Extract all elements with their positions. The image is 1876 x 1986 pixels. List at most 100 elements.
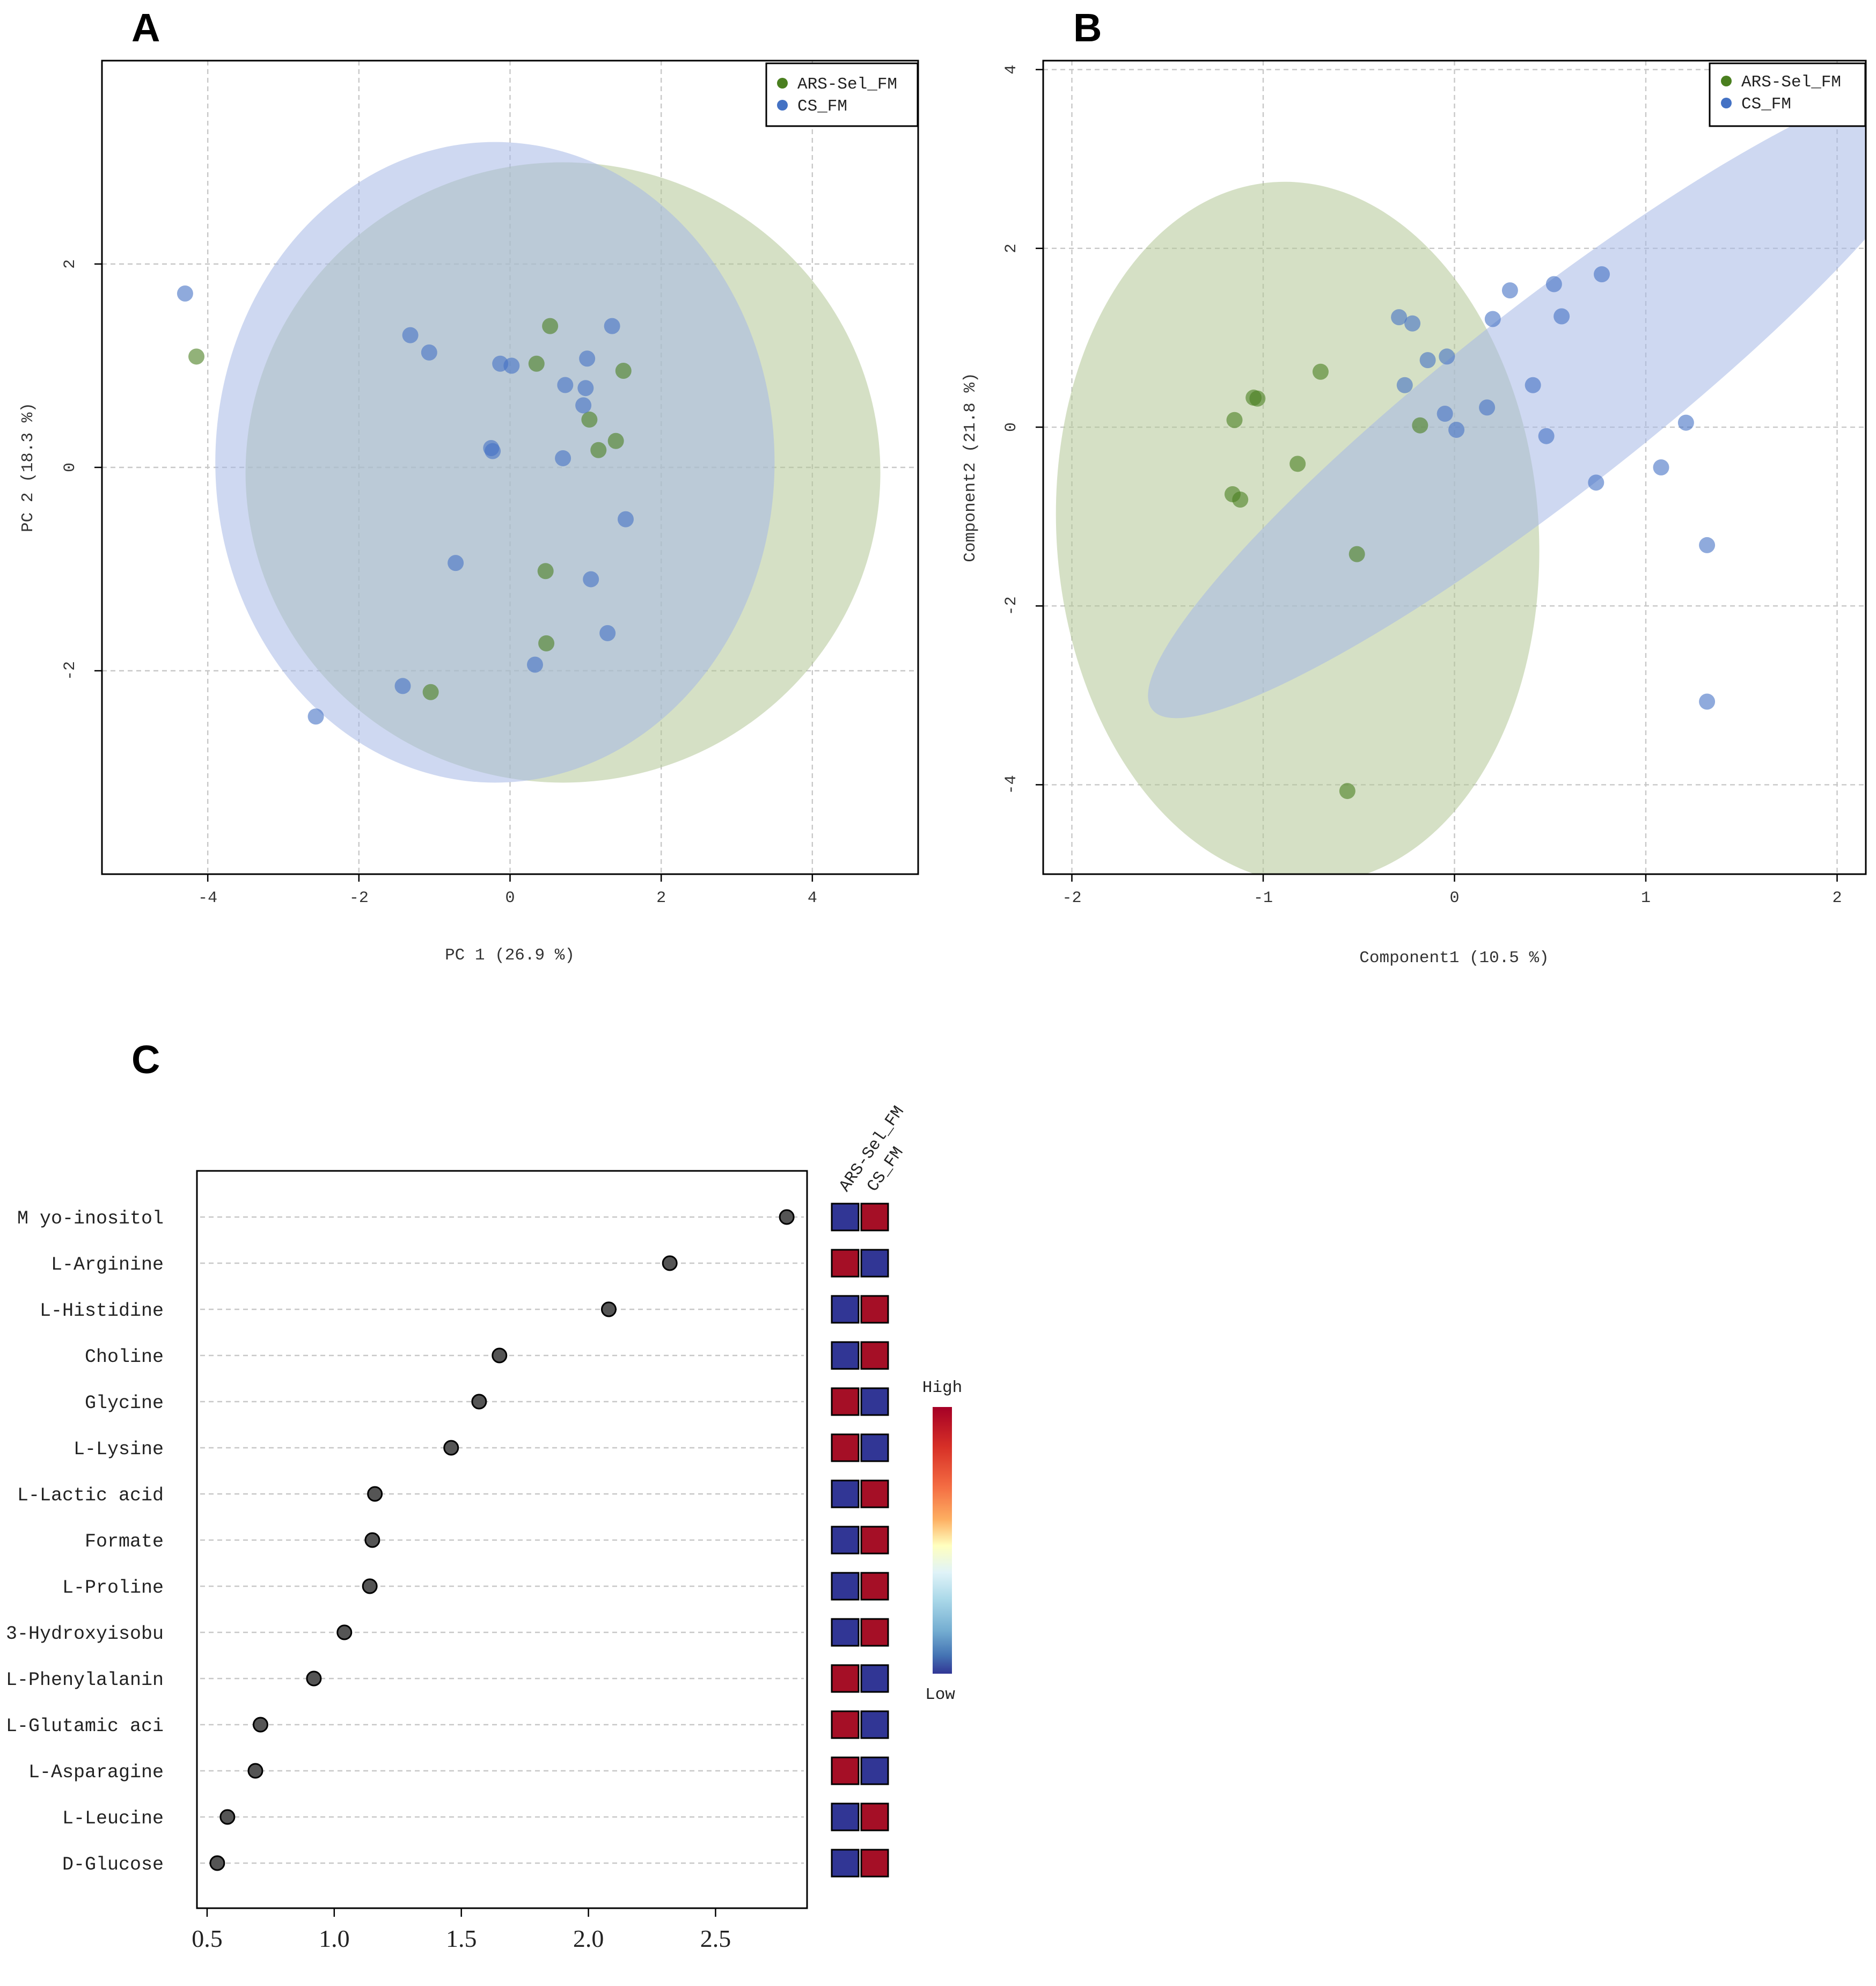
panel-b-point-cs [1553, 308, 1570, 325]
heatmap-cell [831, 1710, 860, 1739]
panel-b-xtick-label: -2 [1062, 889, 1081, 907]
panel-a-point-ars [607, 433, 624, 449]
panel-c: C M yo-inositol L-Arginine L-Histidine Chol… [6, 1037, 962, 1952]
panel-b-ellipse-cs [1148, 79, 1866, 719]
colorbar-gradient [933, 1407, 952, 1674]
dot-marker [306, 1670, 322, 1687]
colorbar: High Low [922, 1379, 962, 1704]
panel-b-xtick-label: 0 [1449, 889, 1459, 907]
dot-marker [662, 1255, 678, 1271]
heatmap-cell [860, 1249, 889, 1278]
panel-b-point-ars [1339, 783, 1355, 800]
heatmap-cell [831, 1618, 860, 1647]
panel-b-point-cs [1699, 693, 1716, 710]
panel-b-point-cs [1396, 377, 1413, 393]
row-label: D-Glucose [62, 1854, 164, 1875]
panel-a-point-cs [577, 380, 594, 397]
panel-a-point-ars [542, 318, 559, 334]
panel-b-point-cs [1594, 266, 1610, 283]
panel-b-xtick-label: -1 [1254, 889, 1273, 907]
panel-a-point-cs [177, 285, 193, 302]
panel-a-ylabel: PC 2 (18.3 %) [19, 402, 38, 532]
dot-marker [492, 1347, 508, 1364]
panel-c-ticks: 0.5 1.0 1.5 2.0 2.5 [192, 1908, 731, 1952]
panel-b-ylabel: Component2 (21.8 %) [961, 372, 980, 562]
panel-a-point-ars [590, 442, 607, 458]
panel-c-xtick-label: 2.5 [700, 1925, 731, 1952]
panel-b-point-cs [1677, 414, 1694, 431]
panel-a-legend: ARS-Sel_FM CS_FM [765, 62, 919, 127]
panel-b-ytick-label: -2 [1002, 596, 1021, 615]
panel-b-points [1224, 266, 1716, 800]
panel-a-point-ars [528, 355, 545, 372]
row-label: L-Leucine [62, 1808, 164, 1829]
heatmap-cell [860, 1849, 889, 1878]
heatmap-cell [831, 1572, 860, 1601]
dot-marker [443, 1440, 459, 1456]
heatmap-cell [831, 1849, 860, 1878]
legend-marker-ars [1721, 76, 1732, 86]
panel-a-point-cs [617, 511, 634, 527]
panel-a-xtick-label: -4 [198, 889, 217, 907]
heatmap-cell [860, 1618, 889, 1647]
panel-a-ellipse-cs [215, 142, 775, 783]
panel-b-point-cs [1448, 422, 1465, 438]
row-label: L-Phenylalanin [6, 1669, 164, 1691]
panel-a-ticks: -4 -2 0 2 4 -2 0 2 [61, 259, 817, 907]
panel-b-point-ars [1349, 546, 1365, 562]
panel-b-point-cs [1437, 406, 1453, 422]
heatmap-cell [831, 1249, 860, 1278]
panel-a-xtick-label: -2 [349, 889, 369, 907]
panel-a-point-cs [575, 397, 592, 414]
panel-b-point-cs [1525, 377, 1541, 393]
heatmap-cell [860, 1664, 889, 1693]
panel-c-xtick-label: 1.5 [446, 1925, 477, 1952]
panel-b-ellipses [1056, 79, 1866, 874]
row-label: 3-Hydroxyisobu [6, 1623, 164, 1645]
panel-b-ytick-label: -4 [1002, 775, 1021, 794]
panel-c-rows: M yo-inositol L-Arginine L-Histidine Cholin… [6, 1208, 804, 1875]
panel-b-point-cs [1588, 474, 1604, 491]
heatmap-cell [831, 1203, 860, 1232]
dot-marker [362, 1578, 378, 1594]
dot-marker [252, 1717, 268, 1733]
row-label: L-Lactic acid [17, 1485, 164, 1506]
panel-a-point-cs [402, 327, 419, 343]
legend-box [765, 62, 919, 127]
row-label: L-Arginine [51, 1254, 164, 1276]
row-label: L-Proline [62, 1577, 164, 1599]
heatmap-cell [831, 1756, 860, 1785]
dot-marker [367, 1486, 383, 1502]
panel-a-point-ars [537, 563, 554, 580]
panel-a-point-cs [485, 443, 501, 459]
panel-b-xtick-label: 1 [1641, 889, 1651, 907]
panel-a-point-cs [503, 357, 520, 374]
panel-a-point-cs [604, 318, 620, 334]
panel-a-point-cs [555, 450, 571, 466]
legend-label-ars: ARS-Sel_FM [797, 75, 897, 94]
panel-a-ytick-label: -2 [61, 661, 79, 680]
panel-a-letter: A [131, 5, 160, 50]
heatmap-cell [860, 1341, 889, 1370]
dot-marker [209, 1855, 225, 1871]
panel-a-point-cs [599, 625, 616, 641]
panel-a-xtick-label: 2 [656, 889, 666, 907]
dot-marker [364, 1532, 380, 1548]
legend-marker-ars [777, 78, 788, 89]
dot-marker [219, 1809, 236, 1825]
heatmap-cell [860, 1526, 889, 1555]
heatmap-cell [860, 1203, 889, 1232]
panel-a-point-ars [615, 362, 632, 379]
heatmap-cell [831, 1526, 860, 1555]
panel-b-point-cs [1484, 311, 1501, 327]
dot-marker [247, 1763, 263, 1779]
panel-a-point-cs [307, 708, 324, 725]
panel-a-point-cs [526, 656, 543, 673]
panel-b-point-ars [1249, 390, 1266, 407]
panel-a-point-ars [188, 348, 205, 365]
panel-b-point-cs [1538, 428, 1555, 444]
panel-c-xtick-label: 0.5 [192, 1925, 223, 1952]
row-label: L-Lysine [74, 1439, 164, 1460]
heatmap-cell [831, 1802, 860, 1831]
panel-a-point-cs [448, 555, 464, 571]
